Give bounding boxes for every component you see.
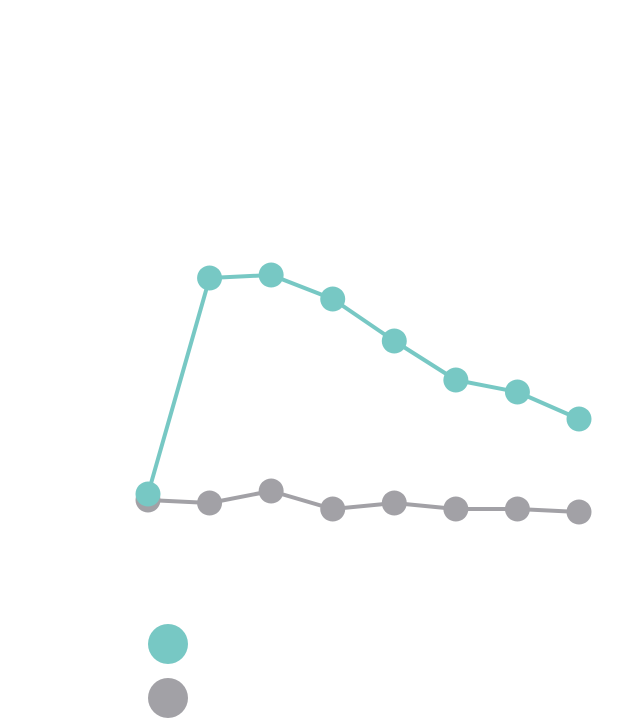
- data-point: [443, 367, 469, 393]
- data-point: [135, 481, 161, 507]
- data-point: [197, 490, 223, 516]
- legend-marker: [148, 624, 188, 664]
- data-point: [504, 379, 530, 405]
- data-point: [258, 262, 284, 288]
- data-point: [258, 478, 284, 504]
- data-point: [320, 286, 346, 312]
- data-point: [566, 406, 592, 432]
- data-point: [320, 496, 346, 522]
- data-point: [381, 490, 407, 516]
- data-point: [504, 496, 530, 522]
- legend-marker: [148, 678, 188, 718]
- data-point: [566, 499, 592, 525]
- data-point: [197, 265, 223, 291]
- data-point: [443, 496, 469, 522]
- data-point: [381, 328, 407, 354]
